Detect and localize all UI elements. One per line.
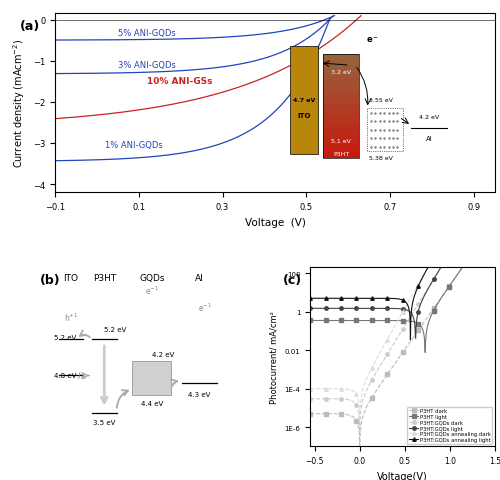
Text: 10% ANI-GSs: 10% ANI-GSs	[147, 77, 212, 86]
P3HT light	[492, 232, 498, 238]
P3HT:GQDs dark	[307, 396, 313, 402]
Text: hν: hν	[78, 372, 87, 380]
FancyBboxPatch shape	[132, 361, 171, 395]
X-axis label: Voltage  (V): Voltage (V)	[244, 217, 306, 227]
Text: 5.2 eV: 5.2 eV	[104, 326, 126, 332]
P3HT dark	[340, 411, 346, 417]
P3HT dark	[416, 326, 422, 332]
P3HT:GQDs annealing dark	[357, 419, 363, 424]
Text: 4.8 eV: 4.8 eV	[54, 372, 76, 378]
P3HT:GQDs annealing dark	[447, 232, 453, 238]
Text: GQDs: GQDs	[139, 273, 164, 282]
P3HT light	[482, 232, 488, 238]
P3HT:GQDs annealing light	[354, 296, 360, 301]
P3HT dark	[354, 421, 360, 427]
Text: P3HT: P3HT	[92, 273, 116, 282]
P3HT:GQDs annealing dark	[431, 254, 437, 260]
P3HT:GQDs annealing light	[431, 254, 437, 260]
Line: P3HT:GQDs annealing dark: P3HT:GQDs annealing dark	[308, 234, 496, 423]
P3HT:GQDs light	[307, 306, 313, 312]
P3HT:GQDs annealing dark	[354, 395, 360, 400]
Text: 5% ANI-GQDs: 5% ANI-GQDs	[118, 29, 176, 38]
P3HT:GQDs annealing light	[443, 232, 449, 238]
Text: 3.5 eV: 3.5 eV	[93, 420, 116, 426]
Line: P3HT:GQDs light: P3HT:GQDs light	[308, 234, 496, 340]
P3HT:GQDs light	[412, 336, 418, 341]
P3HT:GQDs annealing light	[340, 296, 346, 301]
P3HT dark	[492, 232, 498, 238]
P3HT light	[354, 318, 360, 324]
P3HT:GQDs annealing dark	[340, 386, 346, 392]
P3HT:GQDs light	[416, 305, 422, 311]
P3HT light	[431, 308, 437, 313]
P3HT light	[416, 322, 422, 327]
P3HT:GQDs annealing light	[391, 296, 397, 302]
P3HT:GQDs dark	[354, 405, 360, 411]
P3HT dark	[446, 283, 452, 289]
Legend: P3HT dark, P3HT light, P3HT:GQDs dark, P3HT:GQDs light, P3HT:GQDs annealing dark: P3HT dark, P3HT light, P3HT:GQDs dark, P…	[407, 407, 492, 444]
P3HT:GQDs annealing dark	[391, 325, 397, 331]
P3HT:GQDs annealing dark	[492, 232, 498, 238]
Text: ITO: ITO	[64, 273, 78, 282]
P3HT:GQDs dark	[431, 276, 437, 282]
Text: 4.2 eV: 4.2 eV	[152, 351, 174, 358]
Text: (a): (a)	[20, 20, 40, 33]
Line: P3HT:GQDs annealing light: P3HT:GQDs annealing light	[308, 234, 496, 342]
P3HT:GQDs annealing light	[408, 337, 414, 343]
P3HT:GQDs light	[458, 232, 464, 238]
Text: 3% ANI-GQDs: 3% ANI-GQDs	[118, 61, 176, 70]
P3HT:GQDs annealing light	[416, 281, 422, 287]
P3HT:GQDs light	[492, 232, 498, 238]
Line: P3HT light: P3HT light	[308, 234, 496, 355]
P3HT:GQDs light	[431, 276, 437, 282]
P3HT dark	[307, 411, 313, 417]
Y-axis label: Photocurrent/ mA/cm²: Photocurrent/ mA/cm²	[270, 311, 279, 404]
Y-axis label: Current density (mAcm$^{-2}$): Current density (mAcm$^{-2}$)	[12, 39, 28, 168]
P3HT:GQDs annealing light	[447, 232, 453, 238]
P3HT light	[422, 350, 428, 356]
P3HT:GQDs light	[391, 306, 397, 312]
Text: (b): (b)	[40, 273, 61, 286]
P3HT:GQDs dark	[416, 300, 422, 305]
P3HT:GQDs light	[354, 306, 360, 312]
P3HT light	[340, 318, 346, 324]
Text: e$^{-1}$: e$^{-1}$	[145, 284, 159, 296]
P3HT light	[391, 318, 397, 324]
Text: (c): (c)	[282, 273, 302, 286]
Text: 1% ANI-GQDs: 1% ANI-GQDs	[106, 141, 163, 150]
P3HT:GQDs light	[340, 306, 346, 312]
P3HT dark	[391, 362, 397, 368]
Line: P3HT dark: P3HT dark	[308, 234, 496, 450]
P3HT:GQDs annealing dark	[307, 386, 313, 392]
P3HT:GQDs light	[446, 251, 452, 256]
P3HT:GQDs annealing light	[307, 296, 313, 301]
Text: 4.3 eV: 4.3 eV	[188, 391, 210, 397]
X-axis label: Voltage(V): Voltage(V)	[377, 470, 428, 480]
P3HT:GQDs annealing light	[492, 232, 498, 238]
P3HT:GQDs dark	[458, 232, 464, 238]
Text: Al: Al	[195, 273, 204, 282]
Text: e$^{-1}$: e$^{-1}$	[198, 301, 211, 314]
Text: 5.2 eV: 5.2 eV	[54, 334, 76, 340]
P3HT dark	[357, 445, 363, 451]
Line: P3HT:GQDs dark: P3HT:GQDs dark	[308, 234, 496, 434]
P3HT:GQDs dark	[446, 251, 452, 256]
P3HT:GQDs dark	[492, 232, 498, 238]
P3HT:GQDs dark	[340, 396, 346, 402]
P3HT light	[307, 318, 313, 324]
P3HT dark	[482, 232, 488, 238]
P3HT:GQDs dark	[357, 430, 363, 435]
Text: h$^{+1}$: h$^{+1}$	[64, 312, 78, 324]
P3HT:GQDs annealing dark	[443, 232, 449, 238]
P3HT:GQDs dark	[391, 340, 397, 346]
Text: 4.4 eV: 4.4 eV	[140, 401, 163, 407]
P3HT light	[446, 283, 452, 289]
P3HT dark	[431, 305, 437, 311]
P3HT:GQDs annealing dark	[416, 280, 422, 286]
